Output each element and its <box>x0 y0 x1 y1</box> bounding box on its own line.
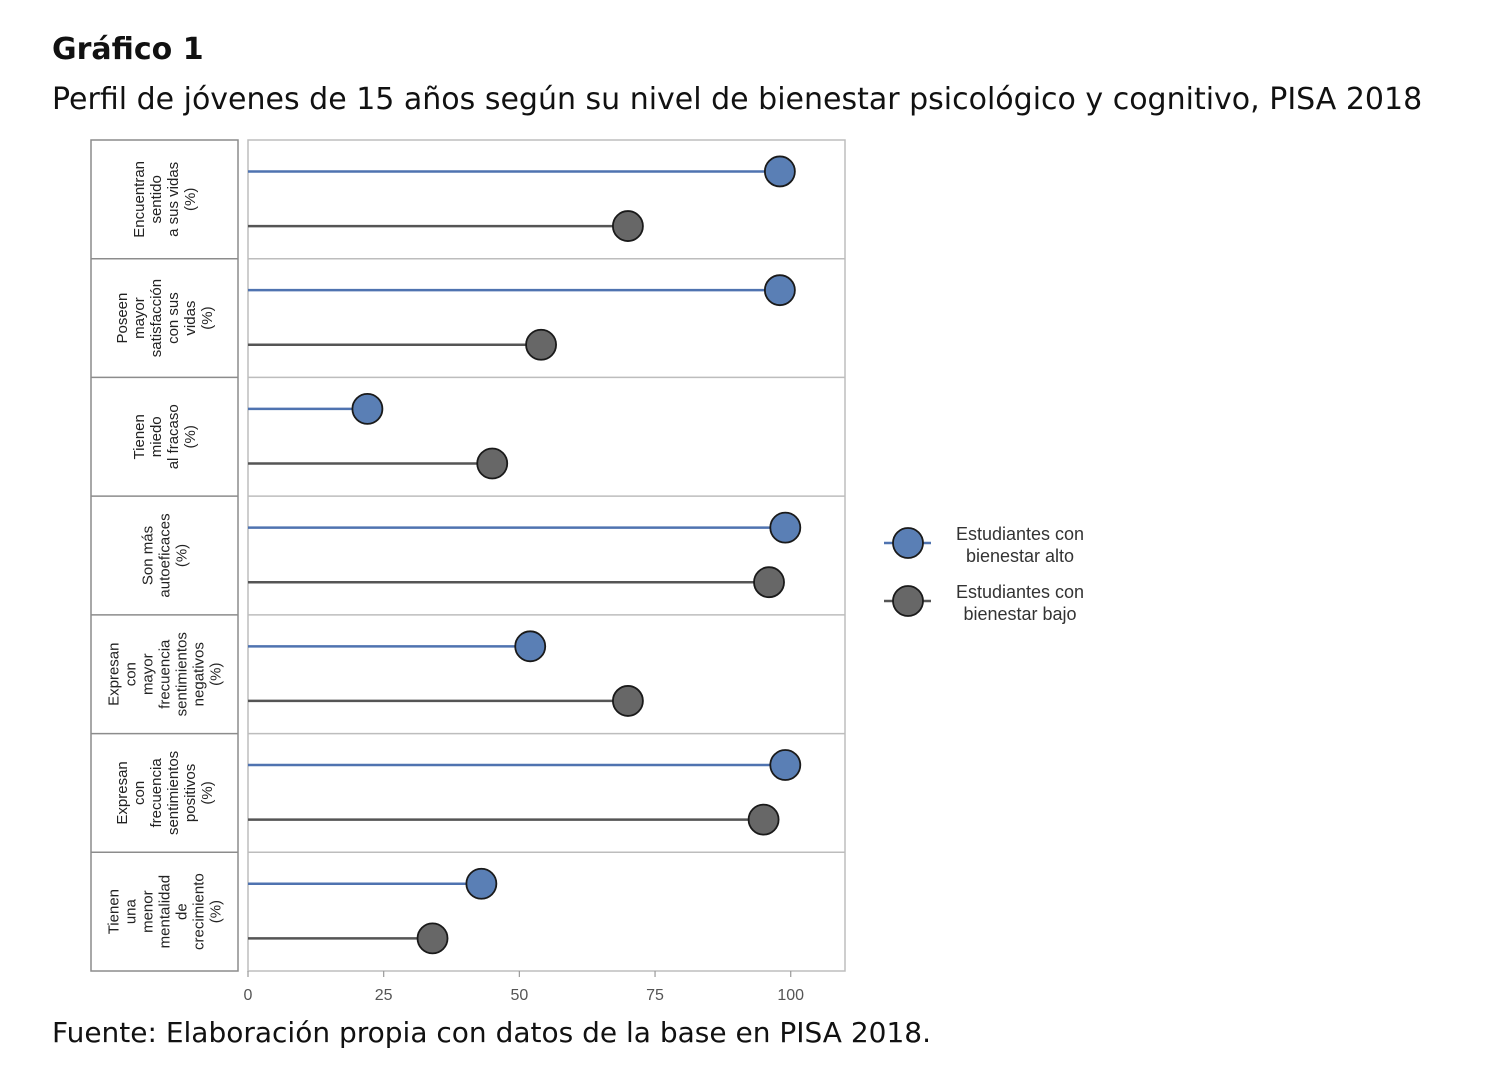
lollipop-point <box>525 328 557 361</box>
facet-label-line: de <box>174 903 191 920</box>
facet-label-line: mentalidad <box>157 875 174 948</box>
x-tick-label: 0 <box>244 987 253 1004</box>
facet-label-line: al fracaso <box>165 404 182 469</box>
facet-label-line: autoeficaces <box>157 513 174 597</box>
facet-label-line: mayor <box>131 297 148 339</box>
legend-label: bienestar bajo <box>963 604 1076 624</box>
facet-label-line: (%) <box>182 425 199 448</box>
facet-label-line: crecimiento <box>191 873 208 950</box>
plot-panel-frame <box>247 139 846 972</box>
facet-label-line: con sus <box>165 292 182 344</box>
source-note: Fuente: Elaboración propia con datos de … <box>52 1016 932 1049</box>
facet-label-line: (%) <box>199 306 216 329</box>
facet-label: Poseen mayor satisfacción con sus vidas (%) <box>114 279 216 357</box>
facet-label-line: negativos <box>191 642 208 706</box>
facet-label-line: menor <box>140 890 157 933</box>
lollipop-point <box>416 922 449 955</box>
facet-label-line: Tienen <box>131 414 148 459</box>
legend-label: bienestar alto <box>966 546 1074 566</box>
lollipop-point <box>747 803 780 836</box>
lollipop-point <box>753 566 785 599</box>
facet-label-line: (%) <box>174 544 191 567</box>
lollipop-point <box>476 447 509 480</box>
facet-label-line: vidas <box>182 301 199 336</box>
lollipop-point <box>763 274 796 307</box>
x-tick-label: 100 <box>777 987 804 1004</box>
facet-label-line: sentido <box>148 175 165 223</box>
facet-label-line: (%) <box>208 663 225 686</box>
legend-marker <box>892 585 924 617</box>
facet-label-line: Son más <box>140 526 157 585</box>
lollipop-point <box>351 392 384 425</box>
facet-label-line: sentimientos <box>165 751 182 835</box>
x-tick-label: 25 <box>375 987 393 1004</box>
facet-label-line: satisfacción <box>148 279 165 357</box>
facet-label: Son más autoeficaces (%) <box>140 513 191 597</box>
lollipop-point <box>514 630 547 663</box>
facet-label: Encuentran sentido a sus vidas (%) <box>131 161 199 238</box>
lollipop-point <box>763 155 796 188</box>
facet-label: Expresan con mayor frecuencia sentimientos ne… <box>106 632 225 716</box>
legend-label: Estudiantes con <box>956 582 1084 602</box>
facet-label-line: Expresan <box>106 643 123 706</box>
facet-strip-frame <box>90 139 239 972</box>
lollipop-point <box>769 511 802 544</box>
chart-subtitle: Perfil de jóvenes de 15 años según su ni… <box>52 82 1423 117</box>
facet-label-line: frecuencia <box>148 758 165 828</box>
facet-label-line: una <box>123 898 140 924</box>
lollipop-point <box>612 685 644 717</box>
facet-label: Expresan con frecuencia sentimientos positiv… <box>114 751 216 835</box>
legend-label: Estudiantes con <box>956 524 1084 544</box>
facet-label-line: (%) <box>182 188 199 211</box>
facet-label-line: (%) <box>208 900 225 923</box>
facet-label-line: con <box>123 662 140 686</box>
facet-label-line: a sus vidas <box>165 162 182 237</box>
lollipop-point <box>612 210 644 242</box>
facet-label-line: positivos <box>182 764 199 822</box>
x-tick-label: 75 <box>646 987 664 1004</box>
facet-label-line: con <box>131 781 148 805</box>
facet-label-line: miedo <box>148 416 165 457</box>
facet-label-line: Encuentran <box>131 161 148 238</box>
facet-label-line: Tienen <box>106 889 123 934</box>
facet-label-line: (%) <box>199 781 216 804</box>
x-tick-label: 50 <box>510 987 528 1004</box>
facet-label-line: frecuencia <box>157 639 174 709</box>
legend-marker <box>892 527 924 559</box>
facet-label-line: Poseen <box>114 293 131 344</box>
lollipop-point <box>465 867 498 900</box>
facet-label-line: Expresan <box>114 761 131 824</box>
facet-label-line: sentimientos <box>174 632 191 716</box>
facet-label: Tienen miedo al fracaso (%) <box>131 404 199 469</box>
facet-label: Tienen una menor mentalidad de crecimiento (%) <box>106 873 225 950</box>
chart-title: Gráfico 1 <box>52 32 204 67</box>
facet-label-line: mayor <box>140 653 157 695</box>
lollipop-point <box>769 749 802 781</box>
